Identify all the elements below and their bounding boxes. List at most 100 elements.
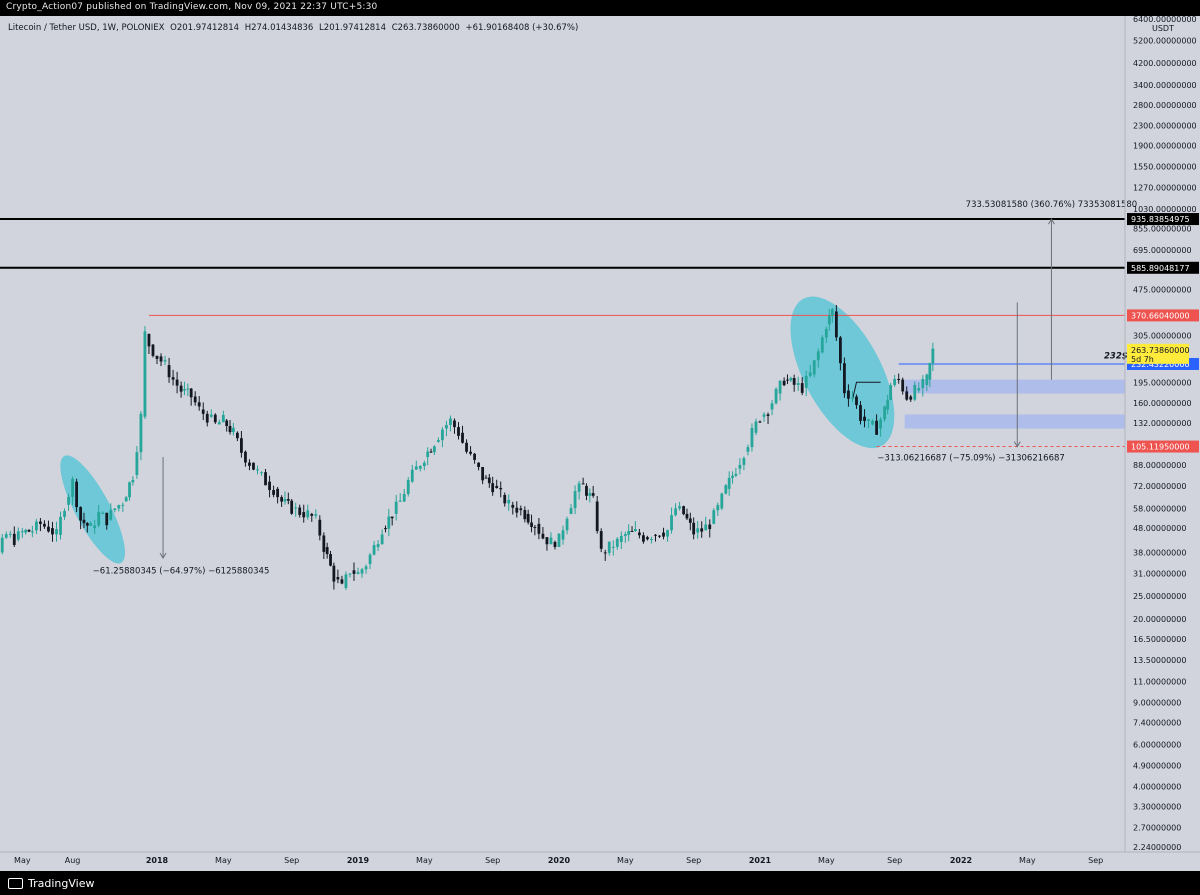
candle-body xyxy=(280,497,284,502)
candle-body xyxy=(792,378,796,385)
price-tick-label: 11.00000000 xyxy=(1133,677,1186,686)
candle-body xyxy=(97,511,101,526)
candle-body xyxy=(886,399,890,410)
price-tick-label: 160.00000000 xyxy=(1133,399,1192,408)
time-tick-label: Sep xyxy=(686,856,701,865)
candle-body xyxy=(348,573,352,575)
level-price-text: 935.83854975 xyxy=(1131,215,1190,224)
candle-body xyxy=(720,493,724,509)
candle-body xyxy=(557,533,561,547)
candle-body xyxy=(179,385,183,392)
candle-body xyxy=(71,478,74,497)
candle-body xyxy=(186,388,190,390)
candle-body xyxy=(928,363,932,380)
measure-up-label: 733.53081580 (360.76%) 73353081580 xyxy=(966,200,1138,210)
ohlc-change: +61.90168408 (+30.67%) xyxy=(465,23,579,33)
candle-body xyxy=(302,512,306,518)
candle-body xyxy=(473,453,476,460)
candle-body xyxy=(909,396,913,400)
candle-body xyxy=(724,485,728,494)
price-tick-label: 305.00000000 xyxy=(1133,332,1192,341)
candle-body xyxy=(633,529,637,531)
candle-body xyxy=(272,490,275,495)
candle-body xyxy=(306,510,310,518)
candle-body xyxy=(236,432,239,439)
candle-body xyxy=(533,526,537,528)
candle-body xyxy=(859,405,862,421)
tradingview-logo[interactable]: TradingView xyxy=(8,877,94,890)
measure-down-label: −313.06216687 (−75.09%) −31306216687 xyxy=(877,453,1065,463)
ohlc-high: H274.01434836 xyxy=(244,23,314,33)
level-price-text: 232.43220000 xyxy=(1131,360,1190,369)
candle-layer xyxy=(0,305,935,591)
candle-body xyxy=(515,507,519,513)
candle-body xyxy=(867,419,870,421)
candle-body xyxy=(340,579,344,584)
candle-body xyxy=(573,491,577,509)
candle-body xyxy=(469,451,472,454)
candle-body xyxy=(678,506,681,509)
candle-body xyxy=(682,506,686,515)
candle-body xyxy=(662,532,665,537)
candle-body xyxy=(228,425,232,433)
price-tick-label: 31.00000000 xyxy=(1133,570,1186,579)
candle-body xyxy=(256,469,259,471)
candle-body xyxy=(716,504,720,511)
candle-body xyxy=(591,493,595,496)
candle-body xyxy=(692,522,696,535)
price-tick-label: 2800.00000000 xyxy=(1133,101,1197,110)
candle-body xyxy=(519,508,523,511)
candle-body xyxy=(646,537,649,540)
candle-body xyxy=(782,380,786,386)
candle-body xyxy=(268,481,271,491)
price-axis: 6400.00000000 5200.00000000 4200.00000000 3… xyxy=(1133,15,1197,852)
price-tick-label: 4.00000000 xyxy=(1133,783,1181,792)
level-price-tag xyxy=(1127,213,1199,226)
price-tick-label: 5200.00000000 xyxy=(1133,37,1197,46)
support-zone xyxy=(904,414,1125,429)
candle-body xyxy=(901,379,905,392)
candle-body xyxy=(429,451,433,453)
measure-up-arrowhead xyxy=(1048,218,1055,225)
level-price-text: 585.89048177 xyxy=(1131,264,1190,273)
candle-body xyxy=(79,507,83,521)
candle-body xyxy=(758,421,762,423)
price-tick-label: 88.00000000 xyxy=(1133,461,1186,470)
candle-body xyxy=(12,533,16,545)
publish-info: Crypto_Action07 published on TradingView… xyxy=(6,2,378,12)
candle-body xyxy=(43,523,46,527)
candle-body xyxy=(549,537,553,545)
time-tick-label: Aug xyxy=(65,856,81,865)
candle-body xyxy=(491,483,495,493)
candle-body xyxy=(432,446,436,453)
support-zone xyxy=(904,379,1125,394)
candle-body xyxy=(921,379,925,389)
highlight-ellipse xyxy=(790,296,895,449)
candle-body xyxy=(627,530,631,535)
price-tick-label: 195.00000000 xyxy=(1133,378,1192,387)
ohlc-close: C263.73860000 xyxy=(391,23,460,33)
candle-body xyxy=(117,505,121,509)
candle-body xyxy=(131,479,135,483)
ohlc-low: L201.97412814 xyxy=(319,23,386,33)
candle-body xyxy=(240,438,243,453)
candle-body xyxy=(189,388,193,398)
candle-body xyxy=(561,530,565,540)
candle-body xyxy=(30,531,34,533)
candle-body xyxy=(329,554,332,566)
candle-body xyxy=(897,379,901,381)
candle-body xyxy=(851,397,854,399)
candle-body xyxy=(290,500,294,514)
candle-body xyxy=(812,360,816,375)
candle-body xyxy=(577,483,581,492)
candle-body xyxy=(155,355,159,359)
candle-body xyxy=(670,515,673,531)
candle-body xyxy=(105,512,109,526)
candle-body xyxy=(59,516,62,535)
candle-body xyxy=(871,420,874,425)
candle-body xyxy=(526,513,530,523)
candle-body xyxy=(523,510,527,520)
price-labels: 935.83854975 585.89048177 370.66040000 232.… xyxy=(1127,213,1199,453)
candle-body xyxy=(437,440,440,442)
